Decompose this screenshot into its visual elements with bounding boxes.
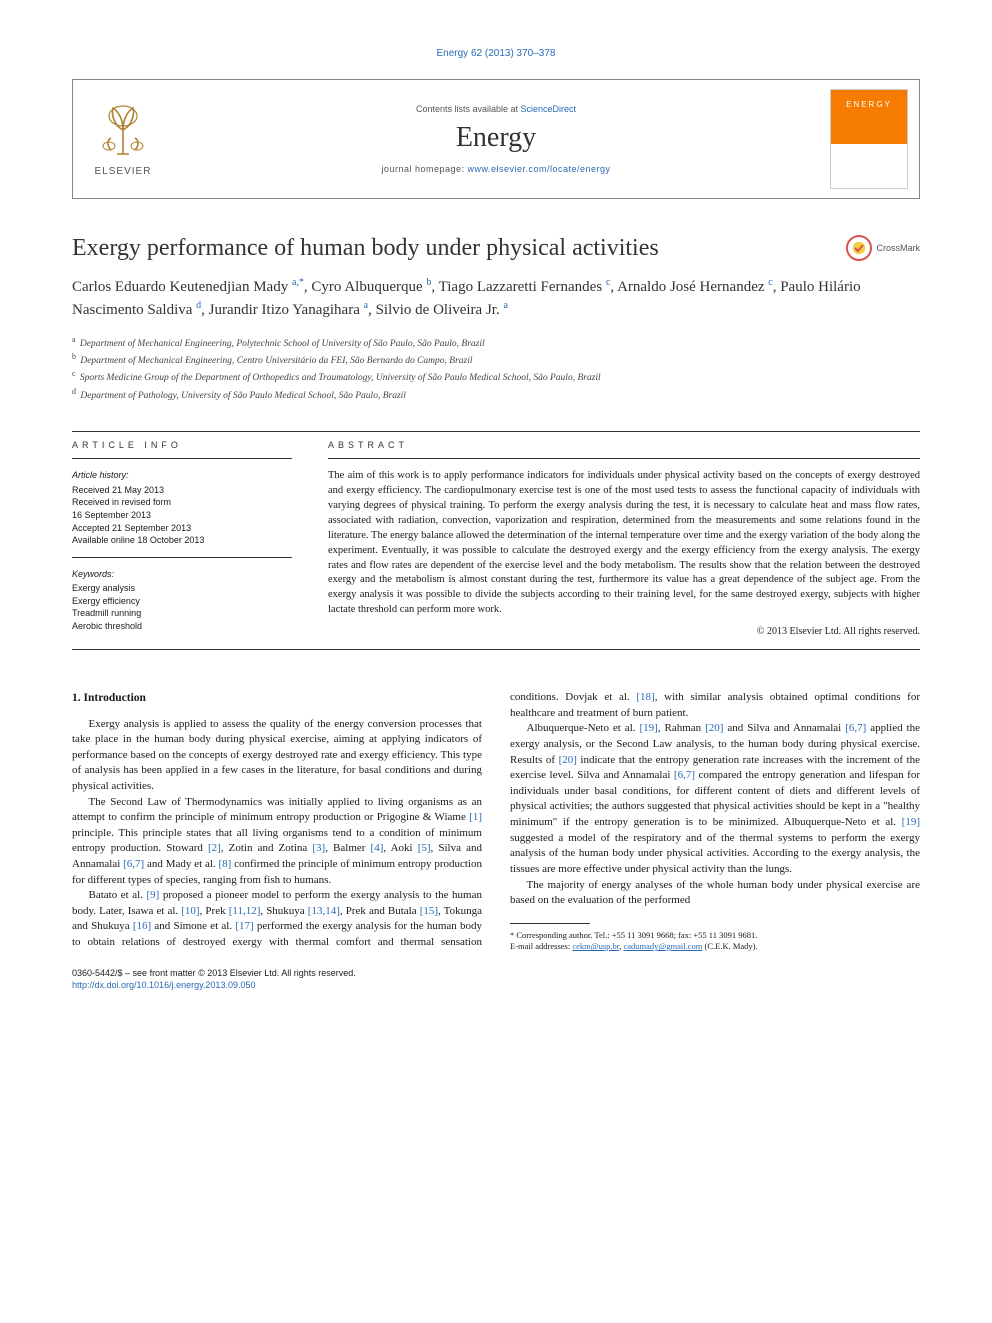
citation-ref[interactable]: [15] <box>420 905 438 917</box>
citation-ref[interactable]: [18] <box>636 691 654 703</box>
history-line: Accepted 21 September 2013 <box>72 522 292 535</box>
citation-ref[interactable]: [10] <box>181 905 199 917</box>
citation-ref[interactable]: [17] <box>235 920 253 932</box>
citation-ref[interactable]: [6,7] <box>674 769 695 781</box>
text-run: , Prek and Butala <box>340 905 420 917</box>
journal-homepage-line: journal homepage: www.elsevier.com/locat… <box>381 164 610 174</box>
front-matter-line: 0360-5442/$ – see front matter © 2013 El… <box>72 967 920 979</box>
authors-line: Carlos Eduardo Keutenedjian Mady a,*, Cy… <box>72 276 920 322</box>
publisher-logo-block: ELSEVIER <box>73 80 173 198</box>
keyword-line: Aerobic threshold <box>72 620 292 633</box>
section-1-heading: 1. Introduction <box>72 690 482 706</box>
keyword-line: Exergy analysis <box>72 582 292 595</box>
affiliation-line: b Department of Mechanical Engineering, … <box>72 351 920 368</box>
contents-prefix: Contents lists available at <box>416 104 521 114</box>
article-info-heading: ARTICLE INFO <box>72 440 292 459</box>
text-run: and Silva and Annamalai <box>723 722 845 734</box>
citation-ref[interactable]: [9] <box>146 889 159 901</box>
history-line: Received 21 May 2013 <box>72 484 292 497</box>
abstract-heading: ABSTRACT <box>328 440 920 459</box>
contents-lists-line: Contents lists available at ScienceDirec… <box>416 104 576 114</box>
affiliation-line: c Sports Medicine Group of the Departmen… <box>72 368 920 385</box>
citation-ref[interactable]: [2] <box>208 842 221 854</box>
text-run: , Rahman <box>658 722 705 734</box>
text-run: , Prek <box>200 905 229 917</box>
article-history-label: Article history: <box>72 469 292 482</box>
email-link[interactable]: cadumady@gmail.com <box>624 941 703 951</box>
journal-homepage-link[interactable]: www.elsevier.com/locate/energy <box>468 164 611 174</box>
homepage-prefix: journal homepage: <box>381 164 467 174</box>
article-title: Exergy performance of human body under p… <box>72 235 846 262</box>
keywords-label: Keywords: <box>72 568 292 581</box>
page-footer: 0360-5442/$ – see front matter © 2013 El… <box>72 967 920 991</box>
crossmark-icon <box>846 235 872 261</box>
body-paragraph: Exergy analysis is applied to assess the… <box>72 717 482 795</box>
journal-masthead: ELSEVIER Contents lists available at Sci… <box>72 79 920 199</box>
keyword-line: Exergy efficiency <box>72 595 292 608</box>
text-run: and Simone et al. <box>151 920 235 932</box>
corr-line: * Corresponding author. Tel.: +55 11 309… <box>510 930 757 940</box>
masthead-center: Contents lists available at ScienceDirec… <box>173 80 819 198</box>
citation-ref[interactable]: [19] <box>902 816 920 828</box>
history-line: Available online 18 October 2013 <box>72 534 292 547</box>
body-paragraph: Albuquerque-Neto et al. [19], Rahman [20… <box>510 721 920 877</box>
sciencedirect-link[interactable]: ScienceDirect <box>521 104 577 114</box>
text-run: , Zotin and Zotina <box>221 842 313 854</box>
email-label: E-mail addresses: <box>510 941 572 951</box>
keywords-block: Keywords: Exergy analysisExergy efficien… <box>72 568 292 633</box>
citation-ref[interactable]: [1] <box>469 811 482 823</box>
abstract-body: The aim of this work is to apply perform… <box>328 469 920 618</box>
text-run: suggested a model of the respiratory and… <box>510 832 920 875</box>
citation-ref[interactable]: [6,7] <box>123 858 144 870</box>
article-body-columns: 1. Introduction Exergy analysis is appli… <box>72 690 920 952</box>
journal-cover-title: ENERGY <box>831 100 907 109</box>
abstract-copyright: © 2013 Elsevier Ltd. All rights reserved… <box>328 626 920 637</box>
history-line: 16 September 2013 <box>72 509 292 522</box>
article-info-column: ARTICLE INFO Article history: Received 2… <box>72 432 292 649</box>
citation-ref[interactable]: [11,12] <box>229 905 261 917</box>
corresponding-author-footnote: * Corresponding author. Tel.: +55 11 309… <box>510 930 920 953</box>
text-run: Albuquerque-Neto et al. <box>527 722 640 734</box>
footnote-rule <box>510 923 590 924</box>
text-run: The Second Law of Thermodynamics was ini… <box>72 796 482 824</box>
journal-cover-block: ENERGY <box>819 80 919 198</box>
citation-ref[interactable]: [16] <box>133 920 151 932</box>
affiliation-line: d Department of Pathology, University of… <box>72 386 920 403</box>
email-post: (C.E.K. Mady). <box>702 941 757 951</box>
citation-ref[interactable]: [19] <box>639 722 657 734</box>
body-paragraph: The majority of energy analyses of the w… <box>510 878 920 909</box>
email-link[interactable]: cekm@usp.br <box>572 941 619 951</box>
citation-ref[interactable]: [8] <box>218 858 231 870</box>
citation-ref[interactable]: [13,14] <box>308 905 340 917</box>
keyword-line: Treadmill running <box>72 607 292 620</box>
elsevier-tree-icon <box>93 102 153 162</box>
crossmark-label: CrossMark <box>876 243 920 253</box>
citation-ref[interactable]: [6,7] <box>845 722 866 734</box>
text-run: , Aoki <box>383 842 417 854</box>
publisher-name: ELSEVIER <box>95 166 152 177</box>
article-history-block: Article history: Received 21 May 2013Rec… <box>72 469 292 558</box>
crossmark-widget[interactable]: CrossMark <box>846 235 920 261</box>
citation-line: Energy 62 (2013) 370–378 <box>72 48 920 59</box>
affiliation-line: a Department of Mechanical Engineering, … <box>72 334 920 351</box>
abstract-column: ABSTRACT The aim of this work is to appl… <box>328 432 920 649</box>
citation-ref[interactable]: [4] <box>371 842 384 854</box>
doi-link[interactable]: http://dx.doi.org/10.1016/j.energy.2013.… <box>72 980 255 990</box>
body-paragraph: The Second Law of Thermodynamics was ini… <box>72 795 482 889</box>
journal-title: Energy <box>456 122 536 154</box>
citation-ref[interactable]: [5] <box>418 842 431 854</box>
citation-ref[interactable]: [20] <box>559 754 577 766</box>
text-run: , Shukuya <box>260 905 307 917</box>
text-run: Batato et al. <box>89 889 147 901</box>
journal-cover-thumbnail: ENERGY <box>830 89 908 189</box>
text-run: , Balmer <box>325 842 370 854</box>
affiliations-block: a Department of Mechanical Engineering, … <box>72 334 920 404</box>
history-line: Received in revised form <box>72 496 292 509</box>
citation-ref[interactable]: [20] <box>705 722 723 734</box>
citation-ref[interactable]: [3] <box>312 842 325 854</box>
text-run: and Mady et al. <box>144 858 218 870</box>
